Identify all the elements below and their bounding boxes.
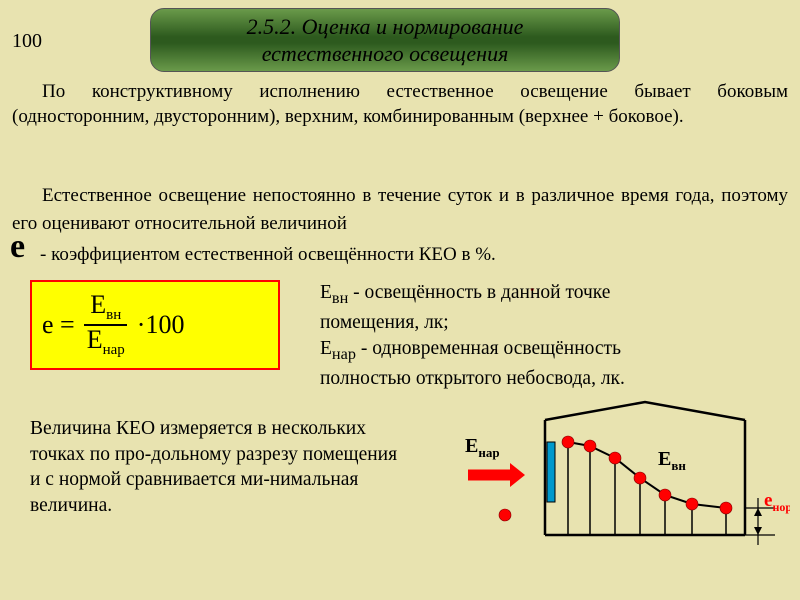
desc-line-1: Eвн - освещённость в данной точке xyxy=(320,280,790,310)
svg-text:Eнар: Eнар xyxy=(465,435,500,460)
slide-number: 100 xyxy=(12,30,42,53)
desc-line-4: полностью открытого небосвода, лк. xyxy=(320,366,790,392)
txt: - одновременная освещённость xyxy=(356,338,621,359)
title-line-2: естественного освещения xyxy=(151,40,619,68)
txt: - освещённость в данной точке xyxy=(348,282,610,303)
variable-descriptions: Eвн - освещённость в данной точке помеще… xyxy=(320,280,790,392)
title-line-1: 2.5.2. Оценка и нормирование xyxy=(151,13,619,41)
keo-measurement-text: Величина КЕО измеряется в нескольких точ… xyxy=(30,416,410,519)
svg-text:Eвн: Eвн xyxy=(658,448,686,473)
desc-line-3: Eнар - одновременная освещённость xyxy=(320,336,790,366)
formula-lhs: е = xyxy=(42,310,75,340)
desc-line-2: помещения, лк; xyxy=(320,310,790,336)
paragraph-1: По конструктивному исполнению естественн… xyxy=(12,80,788,129)
sub: нар xyxy=(332,345,356,363)
room-section-diagram: Eнар Eвн енорм. xyxy=(430,400,790,590)
formula-tail: ·100 xyxy=(137,310,185,340)
formula-fraction: Eвн Eнар xyxy=(81,291,131,359)
formula-numerator: Eвн xyxy=(84,291,127,326)
sub: вн xyxy=(332,289,348,307)
formula-denominator: Eнар xyxy=(81,326,131,359)
coefficient-definition: - коэффициентом естественной освещённост… xyxy=(40,244,788,266)
formula-keo: е = Eвн Eнар ·100 xyxy=(30,280,280,370)
txt: E xyxy=(320,338,332,359)
section-title: 2.5.2. Оценка и нормирование естественно… xyxy=(150,8,620,72)
sub: нар xyxy=(103,342,125,358)
coefficient-symbol: е xyxy=(10,228,25,266)
paragraph-2: Естественное освещение непостоянно в теч… xyxy=(12,182,788,237)
sub: вн xyxy=(106,307,121,323)
txt: E xyxy=(320,282,332,303)
svg-text:енорм.: енорм. xyxy=(764,490,790,514)
